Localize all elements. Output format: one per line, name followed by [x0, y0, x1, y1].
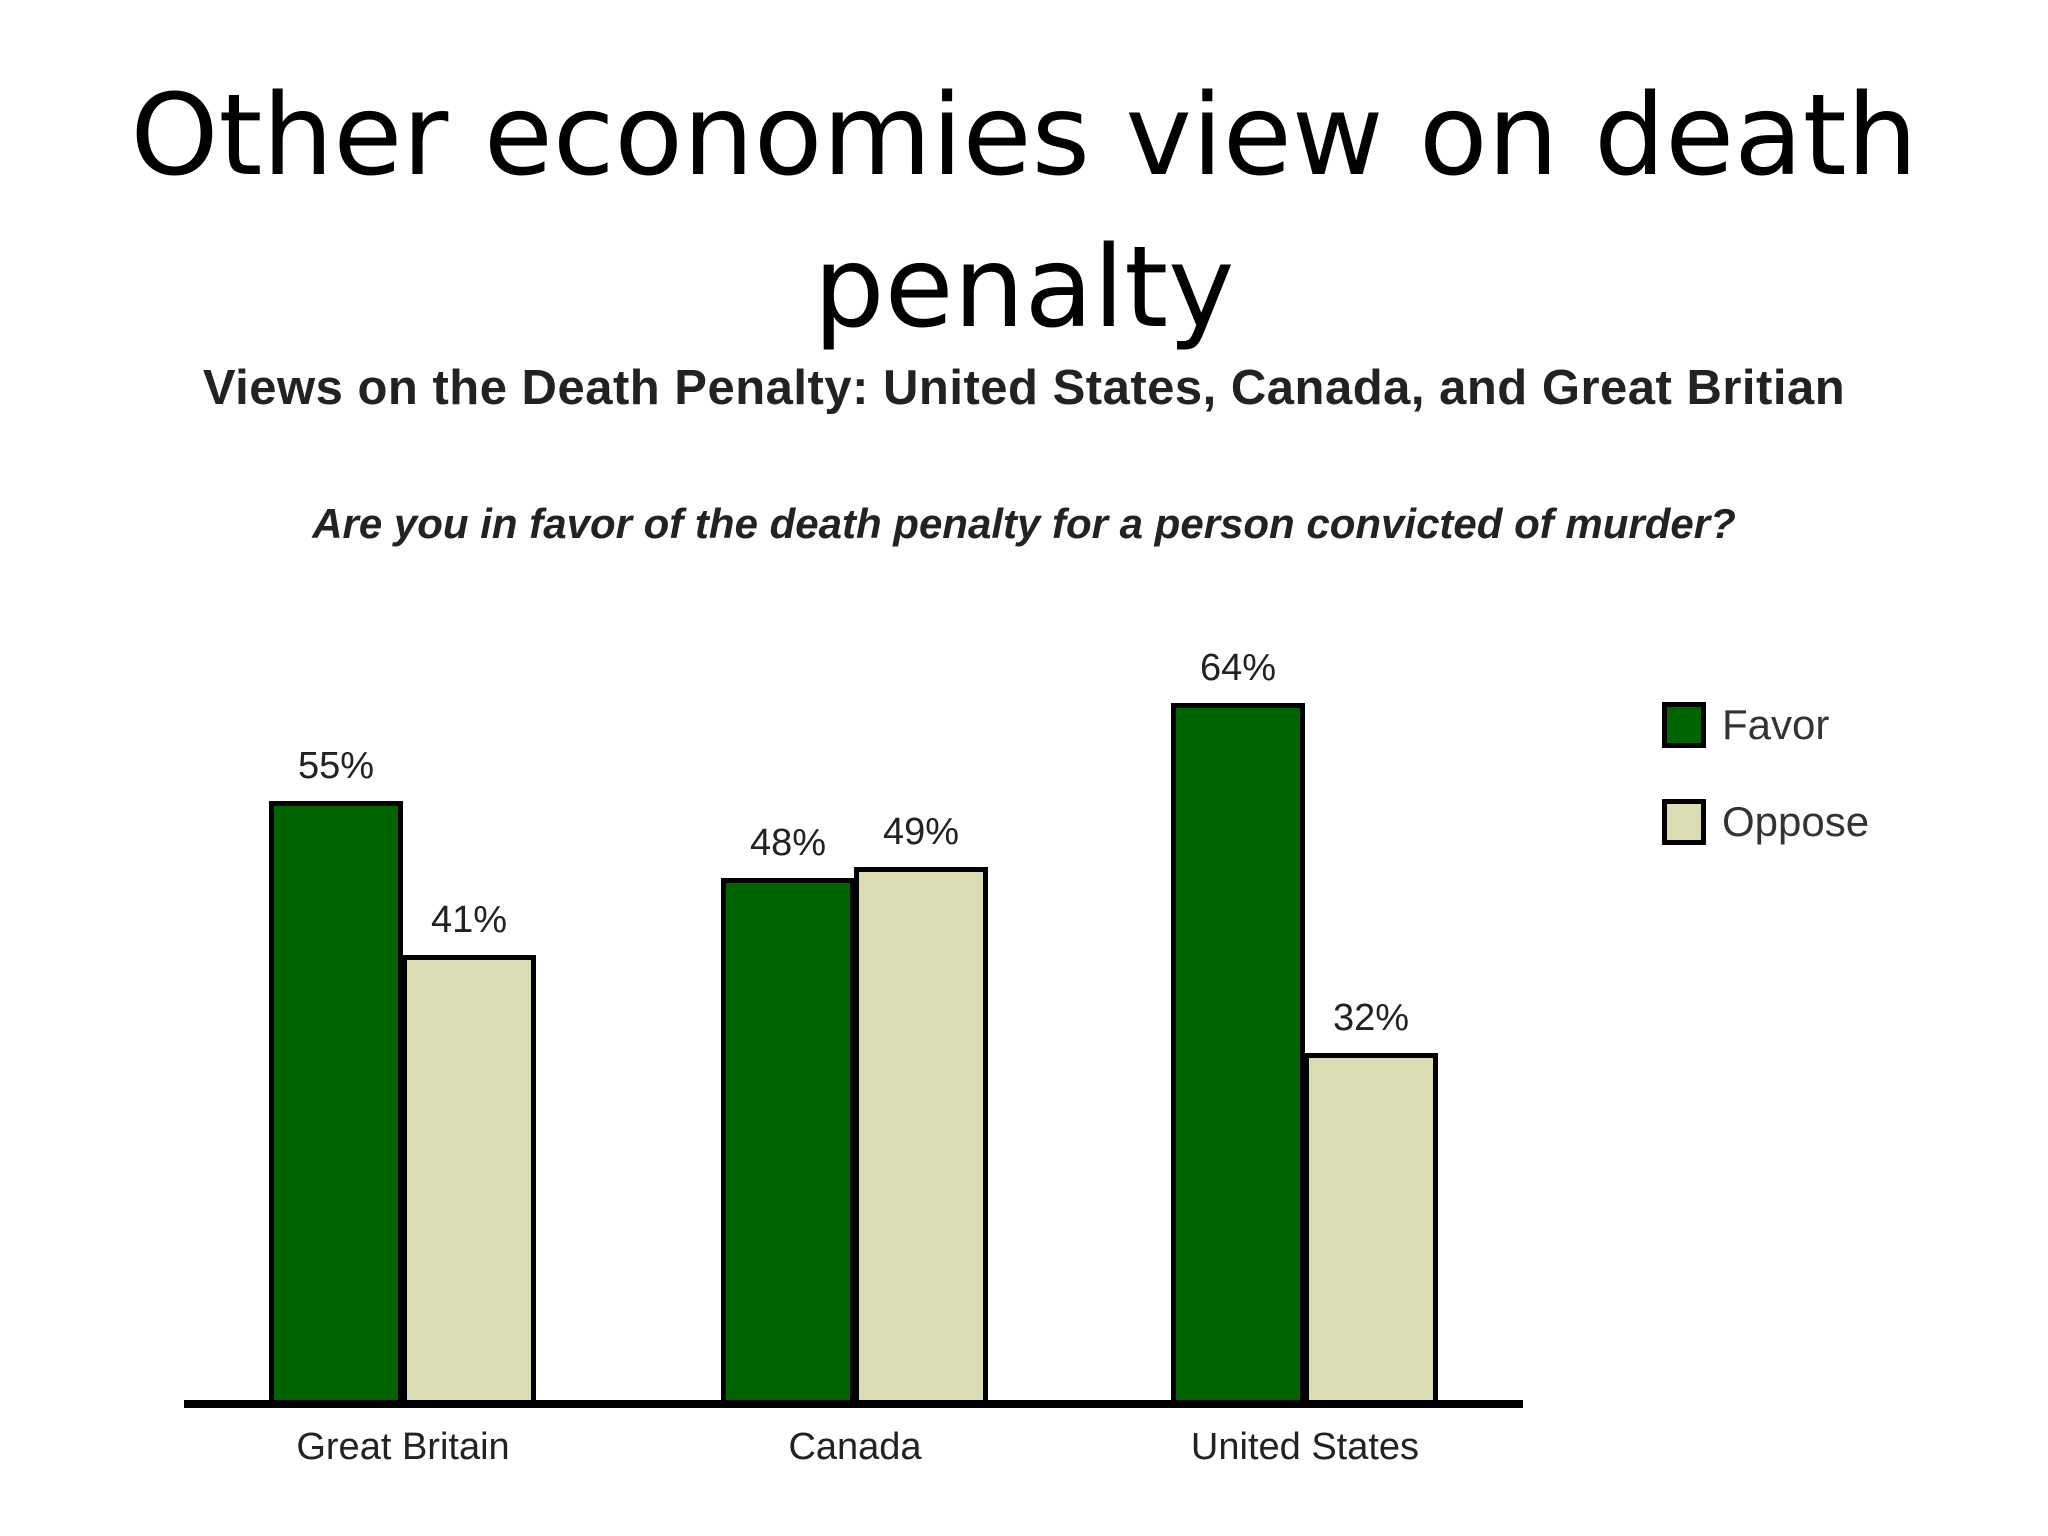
value-label: 41% — [430, 899, 508, 941]
value-label: 48% — [749, 822, 827, 864]
legend-swatch-favor — [1662, 702, 1706, 748]
legend-label-oppose: Oppose — [1722, 798, 1870, 845]
legend-swatch-oppose — [1662, 799, 1706, 845]
bar-favor-united-states — [1171, 703, 1305, 1408]
value-label: 32% — [1332, 997, 1410, 1039]
bar-favor-great-britain — [269, 801, 403, 1408]
legend-item-favor: Favor — [1662, 700, 1829, 750]
bar-oppose-united-states — [1304, 1053, 1438, 1408]
chart-title: Views on the Death Penalty: United State… — [202, 361, 1846, 415]
value-label: 49% — [882, 811, 960, 853]
chart-subtitle: Are you in favor of the death penalty fo… — [312, 500, 1736, 547]
value-label: 64% — [1199, 647, 1277, 689]
bar-favor-canada — [721, 878, 855, 1408]
category-label: Great Britain — [296, 1426, 510, 1468]
bar-oppose-canada — [854, 867, 988, 1408]
category-label: United States — [1190, 1426, 1420, 1468]
x-axis-line — [184, 1400, 1523, 1408]
bar-oppose-great-britain — [402, 955, 536, 1408]
value-label: 55% — [297, 745, 375, 787]
legend-item-oppose: Oppose — [1662, 797, 1869, 847]
category-label: Canada — [788, 1426, 922, 1468]
legend-label-favor: Favor — [1722, 701, 1830, 748]
slide-title: Other economies view on death penalty — [130, 71, 1918, 353]
